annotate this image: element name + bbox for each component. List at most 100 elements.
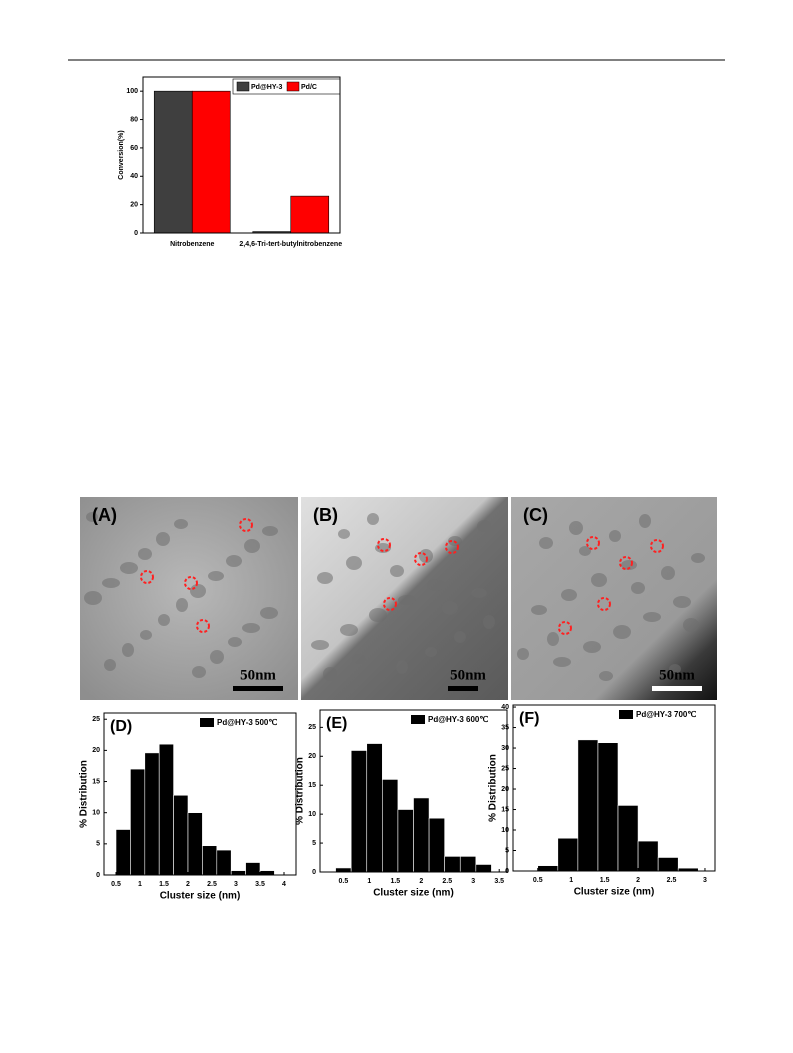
highlight-circle [239, 518, 253, 532]
scale-bar [233, 686, 283, 691]
particle [138, 548, 152, 560]
highlight-circle [414, 552, 428, 566]
particle [419, 549, 433, 563]
particle [228, 637, 242, 647]
particle [323, 667, 337, 681]
y-tick-label: 10 [501, 827, 509, 834]
particle [547, 632, 559, 646]
particle [613, 625, 631, 639]
y-tick-label: 30 [501, 745, 509, 752]
x-tick-label: 1.5 [600, 877, 610, 884]
panel-label: (C) [523, 505, 548, 525]
particle [531, 605, 547, 615]
y-tick-label: 5 [96, 841, 100, 848]
particle [599, 671, 613, 681]
scale-bar [448, 686, 478, 691]
particle [539, 537, 553, 549]
x-axis-label: Cluster size (nm) [160, 891, 241, 902]
x-tick-label: 3 [234, 881, 238, 888]
x-tick-label: 2.5 [442, 878, 452, 885]
x-tick-label: 3 [471, 878, 475, 885]
particle [260, 607, 278, 619]
particle [477, 520, 491, 532]
particle [176, 598, 188, 612]
x-tick-label: 1 [367, 878, 371, 885]
particle [338, 529, 350, 539]
highlight-circle [196, 619, 210, 633]
y-axis-label: % Distribution [295, 757, 306, 825]
plot-frame [512, 704, 716, 872]
bar [290, 195, 330, 234]
legend-label: Pd@HY-3 700℃ [636, 710, 696, 719]
particle [262, 526, 278, 536]
particle [122, 643, 134, 657]
histogram-bar [617, 805, 639, 872]
particle [390, 565, 404, 577]
y-axis-label: % Distribution [79, 760, 90, 828]
highlight-circle [558, 621, 572, 635]
particle [609, 530, 621, 542]
particle [174, 519, 188, 529]
x-tick-label: 2 [186, 881, 190, 888]
plot-frame [319, 709, 508, 873]
legend-label: Pd/C [301, 84, 317, 91]
scale-bar [652, 686, 702, 691]
legend-label: Pd@HY-3 600℃ [428, 715, 488, 724]
particle [517, 648, 529, 660]
particle [591, 573, 607, 587]
histogram-bar [537, 865, 559, 872]
y-tick-label: 5 [505, 847, 509, 854]
scale-label: 50nm [450, 667, 486, 683]
particle [442, 601, 458, 615]
histogram-bar [413, 797, 430, 873]
x-tick-label: 1 [569, 877, 573, 884]
particle [120, 562, 138, 574]
x-tick-label: 1 [138, 881, 142, 888]
particle [669, 664, 681, 674]
particle [311, 640, 329, 650]
histogram-bar [366, 743, 383, 873]
histogram-bar [144, 752, 160, 876]
particle [683, 618, 699, 632]
y-tick-label: 40 [501, 704, 509, 711]
histogram-bar [187, 812, 203, 876]
y-tick-label: 20 [308, 753, 316, 760]
particle [210, 650, 224, 664]
y-tick-label: 20 [501, 786, 509, 793]
particle [583, 641, 601, 653]
panel-label: (E) [326, 715, 347, 732]
highlight-circle [383, 597, 397, 611]
y-tick-label: 100 [126, 88, 138, 95]
y-tick-label: 25 [501, 765, 509, 772]
plot-frame [103, 712, 297, 876]
particle [398, 595, 416, 605]
histogram-bar [577, 739, 599, 872]
y-tick-label: 60 [130, 145, 138, 152]
x-tick-label: 3.5 [255, 881, 265, 888]
particle [691, 553, 705, 563]
x-tick-label: 4 [282, 881, 286, 888]
y-tick-label: 15 [501, 806, 509, 813]
highlight-circle [597, 597, 611, 611]
scale-label: 50nm [240, 667, 276, 683]
histogram-bar [259, 870, 275, 876]
particle [639, 514, 651, 528]
particle [317, 572, 333, 584]
histogram-bar [557, 837, 579, 872]
particle [673, 596, 691, 608]
histogram-bar [158, 743, 174, 876]
micrograph [80, 497, 298, 700]
particle [369, 608, 387, 622]
particle [454, 631, 466, 643]
legend-swatch [619, 710, 633, 719]
panel-label: (D) [110, 718, 132, 735]
particle [84, 591, 102, 605]
panel-label: (A) [92, 505, 117, 525]
panel-label: (B) [313, 505, 338, 525]
x-tick-label: 2 [419, 878, 423, 885]
histogram-bar [657, 857, 679, 872]
particle [208, 571, 224, 581]
highlight-circle [140, 570, 154, 584]
particle [579, 546, 591, 556]
